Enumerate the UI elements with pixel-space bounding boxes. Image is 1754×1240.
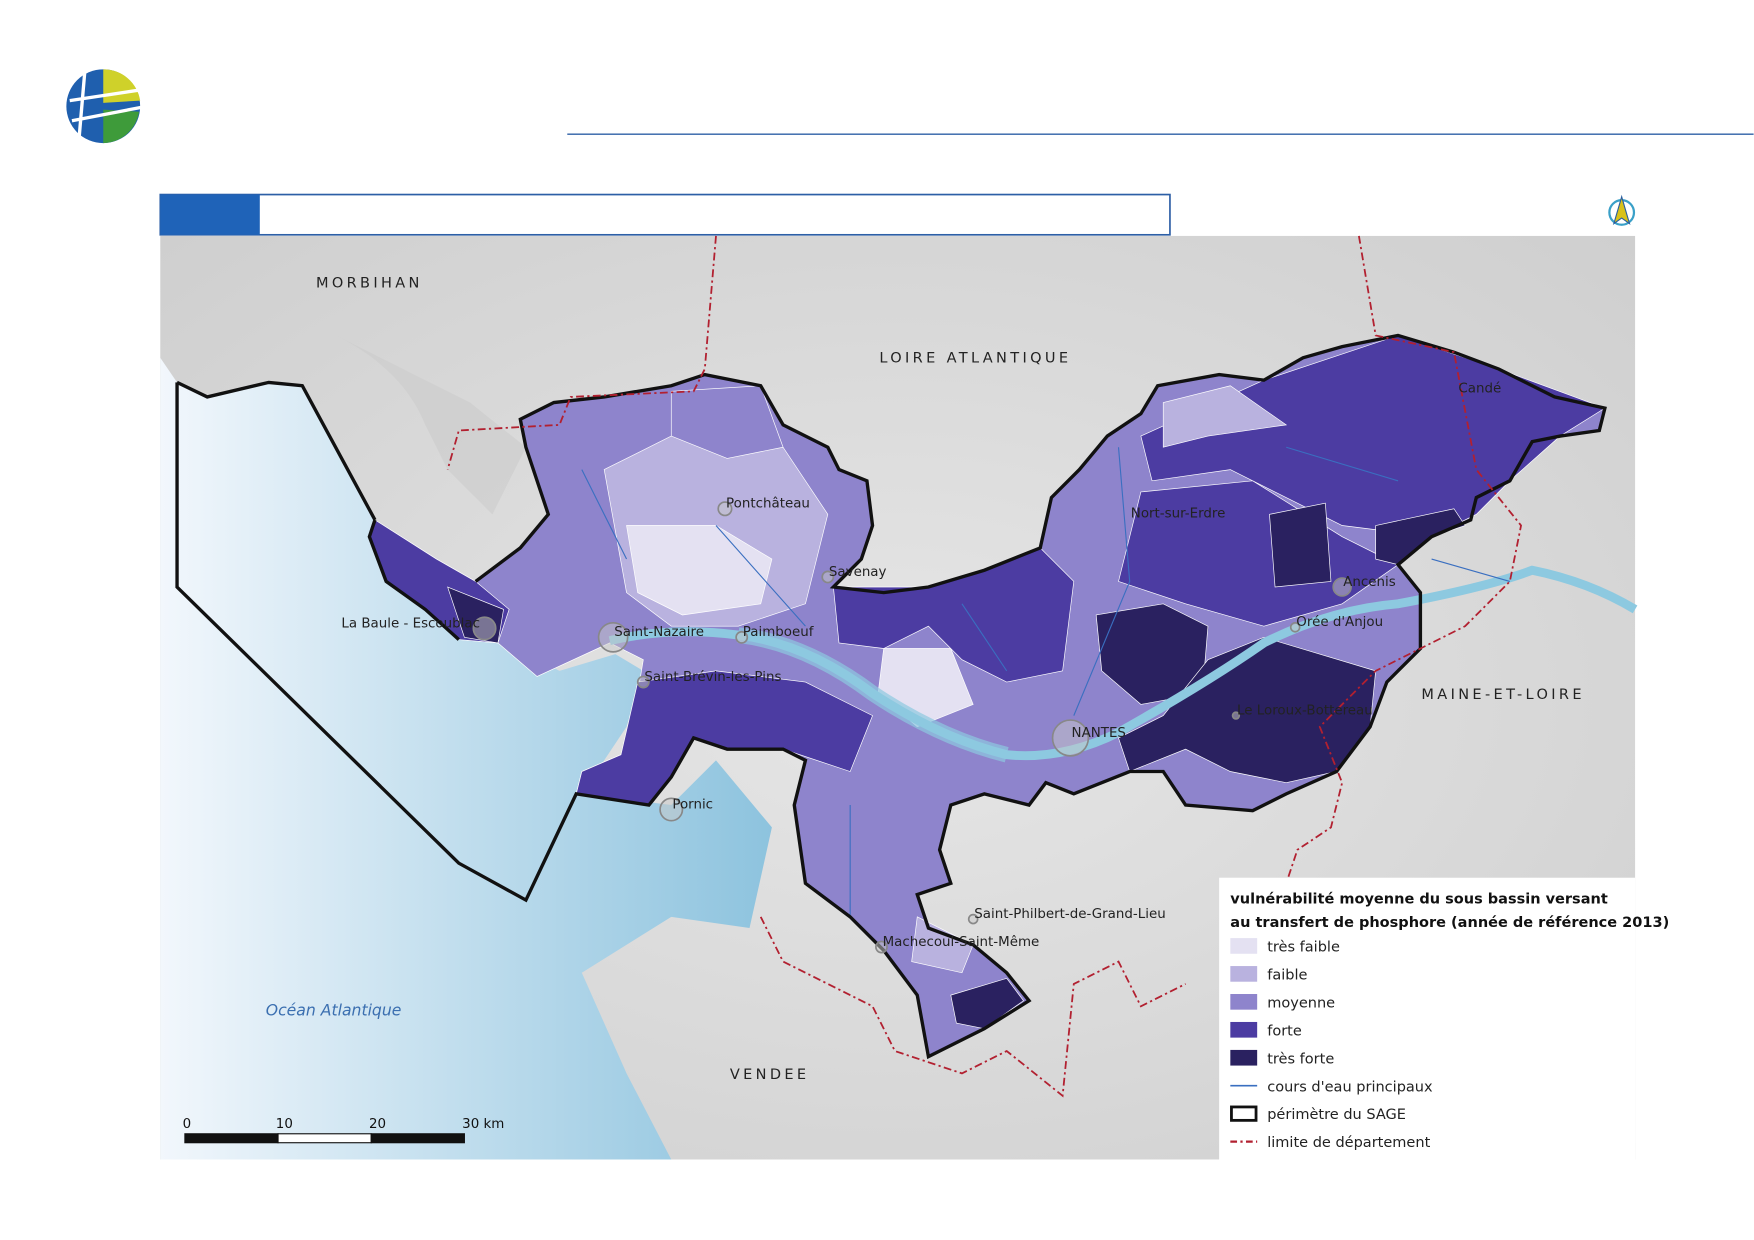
city-marker	[472, 616, 497, 641]
legend-perimeter	[1230, 1105, 1258, 1122]
city-label: Nort-sur-Erdre	[1131, 507, 1226, 522]
city-label: Machecoul-Saint-Même	[883, 934, 1040, 950]
scale-segment	[184, 1133, 279, 1144]
legend-swatch	[1230, 994, 1258, 1010]
sub-basin	[1118, 636, 1377, 784]
legend-label: moyenne	[1267, 995, 1335, 1011]
scale-label: 10	[276, 1117, 293, 1132]
title-box	[159, 193, 1171, 236]
city-marker	[735, 630, 749, 644]
city-marker	[821, 570, 835, 584]
title-tab	[160, 194, 260, 235]
city-marker	[636, 675, 650, 689]
city-label: Paimboeuf	[743, 625, 814, 640]
city-label: Pornic	[672, 797, 713, 812]
sub-basin	[1118, 480, 1399, 627]
scale-label: 0	[183, 1117, 192, 1132]
city-label: NANTES	[1072, 726, 1126, 741]
sub-basin	[1162, 385, 1288, 448]
legend-swatch	[1230, 966, 1258, 982]
legend-label: forte	[1267, 1023, 1302, 1039]
city-label: Savenay	[829, 565, 887, 580]
legend-label: faible	[1267, 967, 1307, 983]
city-marker	[967, 913, 979, 925]
legend-label: périmètre du SAGE	[1267, 1107, 1406, 1123]
legend-swatch	[1230, 938, 1258, 954]
city-marker	[1332, 577, 1352, 597]
region-label: LOIRE ATLANTIQUE	[879, 350, 1071, 366]
scale-segment	[277, 1133, 372, 1144]
city-marker	[1289, 621, 1301, 633]
city-label: La Baule - Escoublac	[341, 616, 480, 631]
legend-label: limite de département	[1267, 1135, 1430, 1151]
map: MORBIHAN LOIRE ATLANTIQUE MAINE-ET-LOIRE…	[160, 235, 1638, 1160]
region-label: MORBIHAN	[316, 275, 423, 291]
city-label: Ancenis	[1343, 575, 1396, 590]
legend-swatch	[1230, 1021, 1258, 1038]
city-label: Saint-Philbert-de-Grand-Lieu	[974, 907, 1165, 922]
scale-segment	[370, 1133, 465, 1144]
legend: vulnérabilité moyenne du sous bassin ver…	[1219, 877, 1669, 1160]
scale-label: 20	[369, 1117, 386, 1132]
legend-label: cours d'eau principaux	[1267, 1079, 1433, 1095]
region-label: VENDEE	[730, 1067, 810, 1083]
legend-swatch	[1230, 1049, 1258, 1066]
city-label: Pontchâteau	[726, 496, 810, 512]
sub-basin	[670, 385, 784, 459]
city-marker	[1051, 719, 1090, 757]
sub-basin	[911, 916, 974, 974]
city-label: Candé	[1458, 380, 1501, 396]
city-marker	[659, 797, 684, 822]
sub-basin	[1269, 502, 1332, 588]
city-label: Saint-Brévin-les-Pins	[644, 669, 781, 685]
region-label: MAINE-ET-LOIRE	[1421, 687, 1584, 703]
legend-subtitle: au transfert de phosphore (année de réfé…	[1230, 915, 1669, 931]
city-label: Le Loroux-Bottereau	[1237, 703, 1373, 718]
legend-label: très faible	[1267, 940, 1340, 956]
legend-title: vulnérabilité moyenne du sous bassin ver…	[1230, 891, 1608, 907]
sea-label: Océan Atlantique	[266, 1000, 402, 1019]
logo	[66, 64, 144, 144]
scale-label: 30 km	[462, 1117, 504, 1132]
city-label: Saint-Nazaire	[614, 625, 704, 640]
north-arrow	[1608, 194, 1636, 226]
city-marker	[597, 621, 629, 653]
city-marker	[1231, 711, 1241, 720]
city-marker	[875, 940, 888, 954]
legend-label: très forte	[1267, 1051, 1334, 1067]
city-label: Orée d'Anjou	[1296, 614, 1383, 630]
city-marker	[717, 501, 733, 517]
